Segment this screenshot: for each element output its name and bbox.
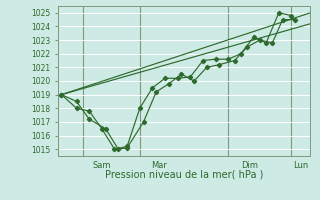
Text: Mar: Mar [151,161,167,170]
Text: Lun: Lun [293,161,308,170]
Text: Dim: Dim [241,161,258,170]
Text: Sam: Sam [92,161,111,170]
X-axis label: Pression niveau de la mer( hPa ): Pression niveau de la mer( hPa ) [105,170,263,180]
